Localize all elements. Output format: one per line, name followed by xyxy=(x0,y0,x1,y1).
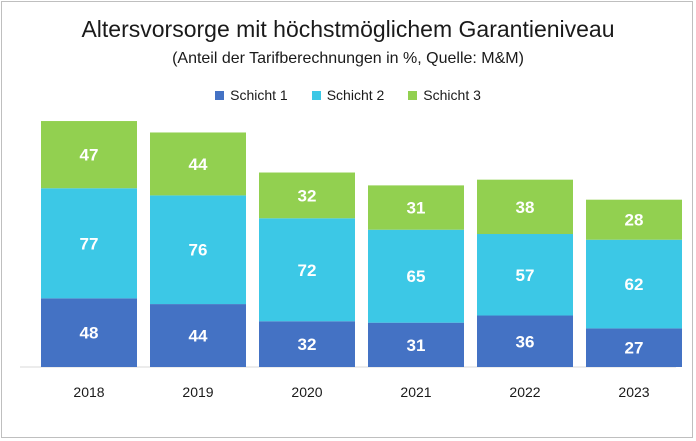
bar-2020-schicht-3 xyxy=(259,172,355,219)
data-label-2020-schicht-2: 72 xyxy=(298,261,317,280)
bar-2020-schicht-2 xyxy=(259,218,355,322)
bar-2021-schicht-1 xyxy=(368,322,464,367)
data-label-2019-schicht-3: 44 xyxy=(189,155,208,174)
data-label-2020-schicht-1: 32 xyxy=(298,335,317,354)
data-label-2022-schicht-2: 57 xyxy=(516,266,535,285)
legend-item-schicht-2: Schicht 2 xyxy=(311,87,385,103)
legend-item-schicht-3: Schicht 3 xyxy=(408,87,481,103)
bar-2022-schicht-1 xyxy=(477,315,573,367)
data-label-2020-schicht-3: 32 xyxy=(298,186,317,205)
chart-legend: Schicht 1 Schicht 2 Schicht 3 xyxy=(0,87,696,103)
bar-2019-schicht-1 xyxy=(150,304,246,367)
x-tick-label-2019: 2019 xyxy=(182,384,213,400)
data-label-2018-schicht-1: 48 xyxy=(80,324,99,343)
data-label-2018-schicht-3: 47 xyxy=(80,146,99,165)
legend-label-schicht-3: Schicht 3 xyxy=(423,87,481,103)
legend-label-schicht-1: Schicht 1 xyxy=(230,87,288,103)
chart-subtitle: (Anteil der Tarifberechnungen in %, Quel… xyxy=(172,50,524,67)
legend-swatch-schicht-3 xyxy=(408,90,418,100)
legend-swatch-schicht-1 xyxy=(215,90,225,100)
data-label-2023-schicht-2: 62 xyxy=(625,275,644,294)
x-tick-label-2021: 2021 xyxy=(400,384,431,400)
bar-2023-schicht-2 xyxy=(586,239,682,329)
data-label-2023-schicht-1: 27 xyxy=(625,339,644,358)
data-label-2022-schicht-3: 38 xyxy=(516,198,535,217)
data-label-2019-schicht-1: 44 xyxy=(189,327,208,346)
bar-2023-schicht-3 xyxy=(586,199,682,240)
x-tick-label-2022: 2022 xyxy=(509,384,540,400)
data-label-2021-schicht-1: 31 xyxy=(407,336,426,355)
legend-item-schicht-1: Schicht 1 xyxy=(215,87,288,103)
legend-swatch-schicht-2 xyxy=(311,90,321,100)
data-label-2019-schicht-2: 76 xyxy=(189,241,208,260)
bar-2022-schicht-3 xyxy=(477,179,573,235)
x-tick-label-2018: 2018 xyxy=(73,384,104,400)
bar-2019-schicht-2 xyxy=(150,195,246,305)
bar-2021-schicht-2 xyxy=(368,229,464,323)
bar-2022-schicht-2 xyxy=(477,234,573,316)
bar-2019-schicht-3 xyxy=(150,132,246,196)
data-label-2022-schicht-1: 36 xyxy=(516,332,535,351)
data-label-2018-schicht-2: 77 xyxy=(80,234,99,253)
chart-title: Altersvorsorge mit höchstmöglichem Garan… xyxy=(81,16,615,42)
x-tick-label-2023: 2023 xyxy=(618,384,649,400)
bar-2018-schicht-2 xyxy=(41,188,137,299)
bar-2023-schicht-1 xyxy=(586,328,682,367)
data-label-2023-schicht-3: 28 xyxy=(625,211,644,230)
data-label-2021-schicht-3: 31 xyxy=(407,199,426,218)
x-tick-label-2020: 2020 xyxy=(291,384,322,400)
legend-label-schicht-2: Schicht 2 xyxy=(326,87,385,103)
bar-2020-schicht-1 xyxy=(259,321,355,367)
bar-2018-schicht-1 xyxy=(41,298,137,367)
data-label-2021-schicht-2: 65 xyxy=(407,267,426,286)
bar-2021-schicht-3 xyxy=(368,185,464,230)
bar-2018-schicht-3 xyxy=(41,121,137,189)
